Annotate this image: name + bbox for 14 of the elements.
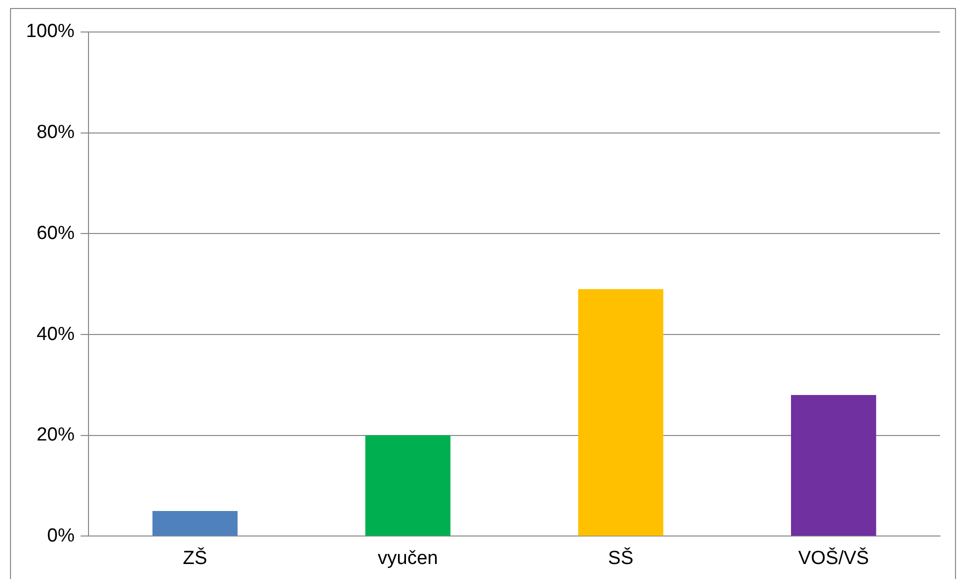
y-tick-label: 80% xyxy=(36,122,75,144)
bar xyxy=(152,510,238,536)
bar xyxy=(365,435,450,536)
x-tick-label: vyučen xyxy=(378,548,438,569)
bar xyxy=(578,289,664,536)
y-tick-label: 0% xyxy=(47,525,75,546)
y-tick-label: 100% xyxy=(26,21,75,42)
y-tick-label: 20% xyxy=(36,424,75,446)
x-tick-label: SŠ xyxy=(608,546,634,569)
y-tick-label: 60% xyxy=(36,222,75,244)
x-tick-label: VOŠ/VŠ xyxy=(798,546,869,569)
bar xyxy=(791,395,876,536)
y-tick-label: 40% xyxy=(36,324,75,345)
x-tick-label: ZŠ xyxy=(182,546,208,569)
